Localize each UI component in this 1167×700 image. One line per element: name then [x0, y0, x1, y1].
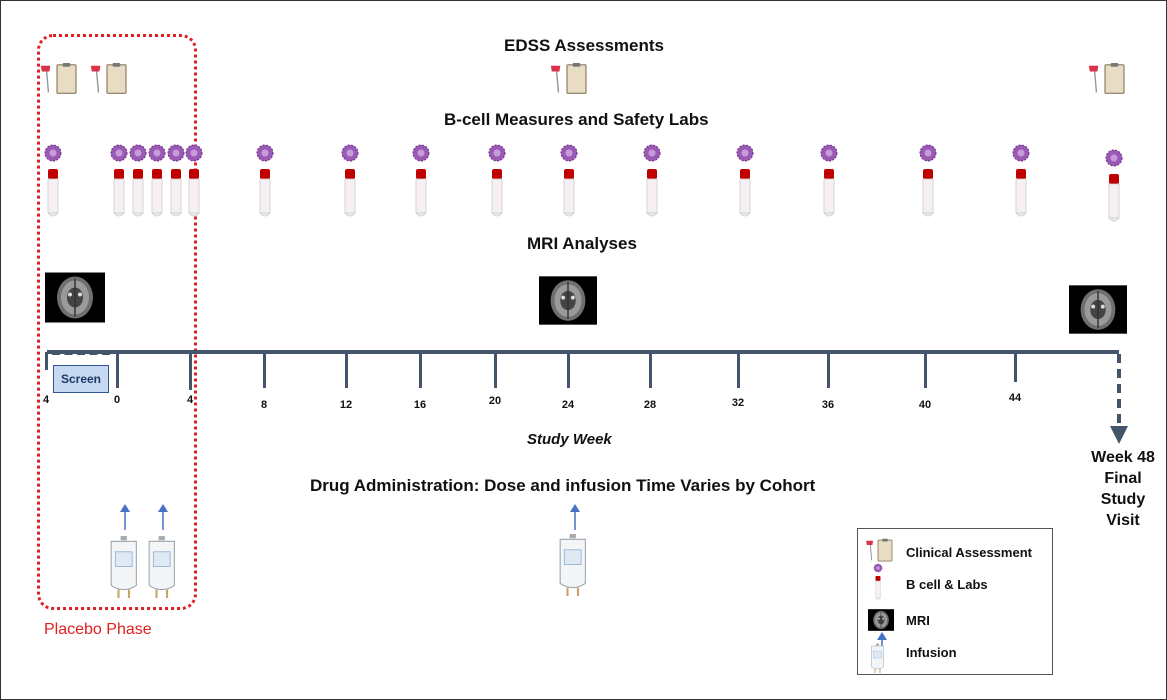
week-label: 4	[42, 394, 50, 406]
week-label: 24	[561, 399, 575, 411]
bcell-blood-tube-icon	[916, 143, 940, 217]
bcell-blood-tube-icon	[145, 143, 169, 217]
iv-bag-icon	[108, 535, 140, 600]
timeline-tick	[45, 352, 48, 370]
bcell-blood-tube-icon	[41, 143, 65, 217]
week-label: 32	[731, 397, 745, 409]
week-label: 4	[186, 394, 194, 406]
week-label: 16	[413, 399, 427, 411]
timeline-tick	[649, 352, 652, 388]
placebo-phase-box	[37, 34, 197, 610]
screening-dashed-segment	[52, 351, 110, 355]
reflex-hammer-clipboard-icon	[88, 62, 132, 96]
bcell-blood-tube-icon	[640, 143, 664, 217]
placebo-phase-label: Placebo Phase	[44, 621, 152, 638]
legend-item-infusion: Infusion	[864, 632, 957, 673]
bcell-blood-tube-icon	[409, 143, 433, 217]
bcell-blood-tube-icon	[733, 143, 757, 217]
reflex-hammer-clipboard-icon	[38, 62, 82, 96]
timeline-tick	[737, 352, 740, 388]
iv-bag-icon	[557, 533, 589, 598]
study-week-label: Study Week	[527, 431, 612, 448]
bcell-blood-tube-icon	[557, 143, 581, 217]
legend-item-bcell: B cell & Labs	[864, 563, 988, 600]
infusion-arrow-icon	[157, 503, 169, 531]
timeline-tick	[567, 352, 570, 388]
legend: Clinical Assessment B cell & Labs MRI In…	[857, 528, 1053, 675]
week-label: 20	[488, 395, 502, 407]
bcell-blood-tube-icon	[485, 143, 509, 217]
bcell-blood-tube-icon	[182, 143, 206, 217]
timeline-tick	[924, 352, 927, 388]
brain-mri-icon	[864, 606, 898, 634]
iv-bag-icon	[146, 535, 178, 600]
reflex-hammer-clipboard-icon	[864, 538, 898, 566]
bcell-blood-tube-icon	[864, 563, 898, 600]
bcell-blood-tube-icon	[253, 143, 277, 217]
bcell-blood-tube-icon	[164, 143, 188, 217]
bcell-heading: B-cell Measures and Safety Labs	[444, 110, 709, 129]
timeline-axis	[47, 350, 1119, 354]
brain-mri-icon	[539, 273, 597, 328]
timeline-tick	[263, 352, 266, 388]
final-visit-arrow-icon	[1110, 354, 1128, 444]
timeline-tick	[116, 352, 119, 388]
screen-box: Screen	[53, 365, 109, 393]
final-line: Study	[1100, 491, 1146, 508]
bcell-blood-tube-icon	[126, 143, 150, 217]
final-study-visit-label: Week 48 Final Study Visit	[1078, 447, 1167, 531]
week-label: 40	[918, 399, 932, 411]
brain-mri-icon	[1069, 282, 1127, 337]
iv-bag-icon	[864, 632, 898, 673]
reflex-hammer-clipboard-icon	[548, 62, 592, 96]
legend-label: Clinical Assessment	[906, 544, 1032, 560]
timeline-tick	[345, 352, 348, 388]
final-line: Final	[1104, 470, 1142, 487]
week-label: 0	[113, 394, 121, 406]
timeline-tick	[189, 352, 192, 390]
bcell-blood-tube-icon	[338, 143, 362, 217]
bcell-blood-tube-icon	[1102, 148, 1126, 222]
legend-label: Infusion	[906, 644, 957, 660]
bcell-blood-tube-icon	[1009, 143, 1033, 217]
week-label: 8	[260, 399, 268, 411]
edss-heading: EDSS Assessments	[504, 36, 665, 55]
legend-item-mri: MRI	[864, 605, 930, 635]
final-line: Week 48	[1091, 449, 1155, 466]
timeline-tick	[1014, 352, 1017, 382]
legend-label: MRI	[906, 612, 930, 628]
brain-mri-icon	[45, 270, 105, 325]
week-label: 28	[643, 399, 657, 411]
reflex-hammer-clipboard-icon	[1086, 62, 1130, 96]
week-label: 44	[1008, 392, 1022, 404]
bcell-blood-tube-icon	[107, 143, 131, 217]
timeline-tick	[827, 352, 830, 388]
mri-heading: MRI Analyses	[527, 234, 637, 253]
week-label: 12	[339, 399, 353, 411]
infusion-arrow-icon	[119, 503, 131, 531]
bcell-blood-tube-icon	[817, 143, 841, 217]
legend-label: B cell & Labs	[906, 576, 988, 592]
infusion-arrow-icon	[569, 503, 581, 531]
legend-item-clinical: Clinical Assessment	[864, 537, 1032, 567]
timeline-tick	[419, 352, 422, 388]
drug-heading: Drug Administration: Dose and infusion T…	[310, 476, 816, 495]
week-label: 36	[821, 399, 835, 411]
timeline-tick	[494, 352, 497, 388]
final-line: Visit	[1106, 512, 1140, 529]
